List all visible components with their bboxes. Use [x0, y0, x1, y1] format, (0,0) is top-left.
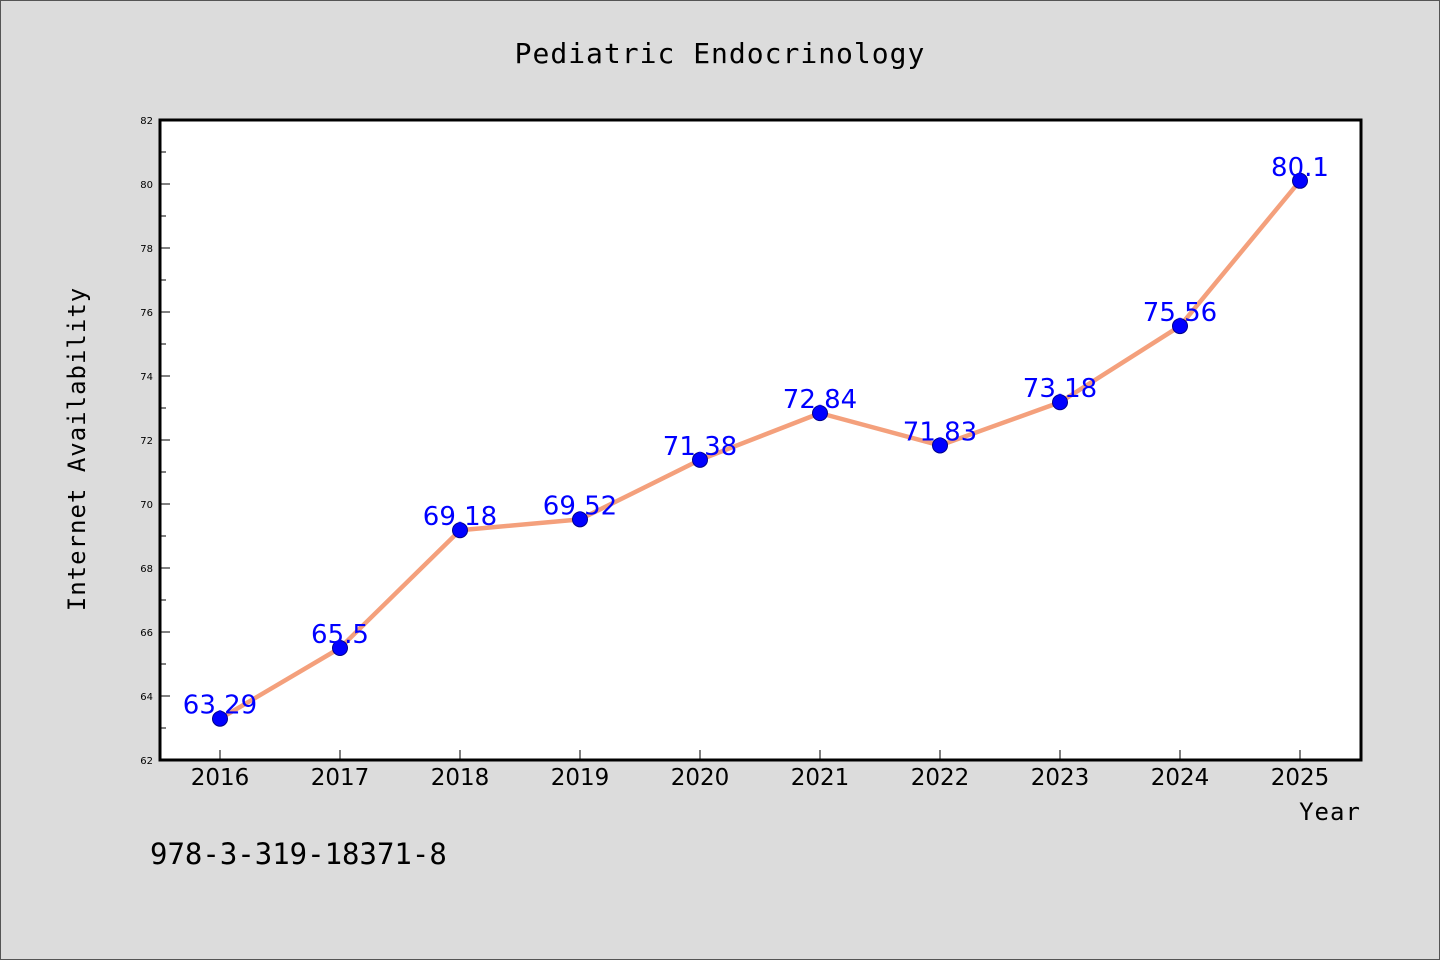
x-axis: 2016 2017 2018 2019 2020 2021 2022 2023 2024 2025 [191, 750, 1330, 791]
x-tick-label: 2019 [551, 765, 610, 791]
y-tick-label: 78 [140, 244, 153, 255]
plot-area [158, 118, 1363, 762]
x-tick-label: 2024 [1151, 765, 1210, 791]
x-axis-label: Year [1299, 798, 1361, 826]
data-point [212, 710, 228, 727]
x-tick-label: 2022 [911, 765, 970, 791]
x-tick-label: 2021 [791, 765, 850, 791]
y-tick-label: 68 [140, 564, 153, 575]
data-point [332, 640, 348, 656]
x-tick-label: 2017 [311, 765, 370, 791]
x-tick-label: 2025 [1271, 765, 1330, 791]
data-point [812, 405, 828, 422]
x-tick-label: 2023 [1031, 765, 1090, 791]
y-tick-label: 64 [140, 692, 153, 703]
y-tick-label: 62 [140, 756, 153, 767]
data-point [1292, 172, 1308, 189]
data-label: 75.56 [1143, 298, 1217, 328]
series-group: 63.29 65.5 69.18 69.52 71.38 72.84 71.83 73.18 7… [183, 153, 1329, 727]
data-point [1052, 394, 1068, 411]
data-point [452, 522, 468, 539]
y-tick-label: 82 [140, 116, 153, 127]
x-tick-label: 2018 [431, 765, 490, 791]
data-label: 80.1 [1271, 153, 1329, 183]
chart-title: Pediatric Endocrinology [515, 37, 926, 70]
x-tick-label: 2020 [671, 765, 730, 791]
y-axis-label: Internet Availability [63, 287, 91, 611]
data-point [692, 451, 708, 468]
data-label: 69.52 [543, 491, 617, 521]
data-point [932, 437, 948, 454]
x-tick-label: 2016 [191, 765, 250, 791]
y-tick-label: 76 [140, 308, 153, 319]
data-point [572, 511, 588, 528]
isbn-text: 978-3-319-18371-8 [150, 837, 447, 871]
data-label: 65.5 [311, 620, 369, 650]
y-tick-label: 70 [140, 500, 153, 511]
data-label: 69.18 [423, 502, 497, 532]
y-tick-label: 74 [140, 372, 153, 383]
y-tick-label: 66 [140, 628, 153, 639]
y-tick-label: 80 [140, 180, 153, 191]
series-line [218, 179, 1302, 721]
y-tick-label: 72 [140, 436, 153, 447]
data-label: 72.84 [783, 385, 857, 415]
data-label: 73.18 [1023, 374, 1097, 404]
data-label: 71.83 [903, 417, 977, 447]
data-point [1172, 318, 1188, 335]
y-axis: 62 64 66 68 70 72 74 76 78 80 82 [140, 116, 170, 767]
data-label: 63.29 [183, 691, 257, 721]
data-label: 71.38 [663, 432, 737, 462]
